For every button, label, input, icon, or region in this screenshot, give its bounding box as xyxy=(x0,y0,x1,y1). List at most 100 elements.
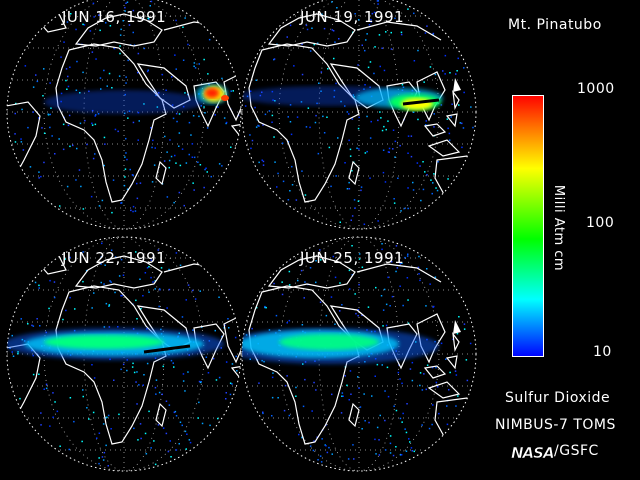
noise-speck xyxy=(295,395,297,397)
noise-speck xyxy=(368,24,371,26)
noise-speck xyxy=(136,318,138,320)
noise-speck xyxy=(114,291,116,294)
noise-speck xyxy=(320,259,322,261)
noise-speck xyxy=(230,146,232,148)
noise-speck xyxy=(76,60,78,63)
noise-speck xyxy=(357,127,360,130)
quantity-label: Sulfur Dioxide xyxy=(505,390,611,406)
noise-speck xyxy=(215,379,218,381)
noise-speck xyxy=(109,280,111,282)
noise-speck xyxy=(244,105,247,107)
noise-speck xyxy=(373,11,376,14)
noise-speck xyxy=(49,113,51,116)
noise-speck xyxy=(370,120,372,123)
noise-speck xyxy=(124,168,127,170)
noise-speck xyxy=(410,447,413,449)
noise-speck xyxy=(328,146,331,149)
noise-speck xyxy=(410,135,413,137)
noise-speck xyxy=(326,116,328,118)
noise-speck xyxy=(452,338,454,341)
noise-speck xyxy=(251,139,254,142)
noise-speck xyxy=(330,296,333,298)
noise-speck xyxy=(448,389,450,391)
noise-speck xyxy=(401,421,403,423)
noise-speck xyxy=(463,323,466,325)
noise-speck xyxy=(178,191,181,194)
noise-speck xyxy=(132,174,134,177)
noise-speck xyxy=(369,61,372,63)
noise-speck xyxy=(149,5,151,7)
noise-speck xyxy=(331,29,334,31)
noise-speck xyxy=(205,356,208,358)
noise-speck xyxy=(425,305,427,307)
noise-speck xyxy=(176,120,178,123)
noise-speck xyxy=(137,71,139,74)
noise-speck xyxy=(361,44,363,46)
noise-speck xyxy=(43,68,45,70)
noise-speck xyxy=(225,361,228,363)
noise-speck xyxy=(45,383,48,386)
noise-speck xyxy=(94,115,96,117)
noise-speck xyxy=(404,428,406,430)
noise-speck xyxy=(340,412,343,414)
noise-speck xyxy=(124,156,126,158)
noise-speck xyxy=(173,201,175,204)
noise-speck xyxy=(309,126,311,129)
noise-speck xyxy=(186,433,188,435)
noise-speck xyxy=(351,170,353,172)
noise-speck xyxy=(381,364,383,366)
noise-speck xyxy=(32,86,35,88)
noise-speck xyxy=(100,263,102,265)
noise-speck xyxy=(454,370,457,372)
noise-speck xyxy=(137,52,140,55)
noise-speck xyxy=(74,308,76,310)
noise-speck xyxy=(380,295,383,297)
noise-speck xyxy=(201,422,204,425)
noise-speck xyxy=(69,256,71,259)
noise-speck xyxy=(170,155,173,158)
noise-speck xyxy=(212,357,215,360)
noise-speck xyxy=(126,1,129,3)
noise-speck xyxy=(349,256,351,258)
noise-speck xyxy=(358,19,360,21)
noise-speck xyxy=(353,458,355,460)
noise-speck xyxy=(255,79,257,81)
noise-speck xyxy=(393,405,395,407)
noise-speck xyxy=(122,20,124,22)
noise-speck xyxy=(110,249,113,251)
noise-speck xyxy=(411,450,413,452)
noise-speck xyxy=(421,389,424,391)
noise-speck xyxy=(117,326,119,328)
noise-speck xyxy=(263,360,265,363)
noise-speck xyxy=(24,65,27,67)
so2-cloud xyxy=(7,328,224,360)
noise-speck xyxy=(456,332,459,335)
noise-speck xyxy=(390,31,392,34)
noise-speck xyxy=(351,118,354,120)
noise-speck xyxy=(179,421,182,423)
noise-speck xyxy=(81,440,83,443)
noise-speck xyxy=(273,282,275,285)
noise-speck xyxy=(399,417,402,420)
so2-cloud xyxy=(44,84,229,114)
noise-speck xyxy=(198,63,200,65)
noise-speck xyxy=(351,274,354,276)
noise-speck xyxy=(169,139,171,141)
noise-speck xyxy=(75,28,77,31)
noise-speck xyxy=(388,147,391,150)
noise-speck xyxy=(420,199,422,202)
noise-speck xyxy=(378,34,381,36)
noise-speck xyxy=(382,149,385,151)
noise-speck xyxy=(43,161,45,164)
noise-speck xyxy=(366,33,368,35)
noise-speck xyxy=(352,444,354,446)
noise-speck xyxy=(120,28,122,31)
noise-speck xyxy=(82,251,84,253)
noise-speck xyxy=(136,182,138,185)
noise-speck xyxy=(304,281,306,283)
noise-speck xyxy=(446,423,449,426)
noise-speck xyxy=(344,375,346,377)
noise-speck xyxy=(318,82,320,84)
noise-speck xyxy=(228,327,230,329)
noise-speck xyxy=(148,291,150,293)
